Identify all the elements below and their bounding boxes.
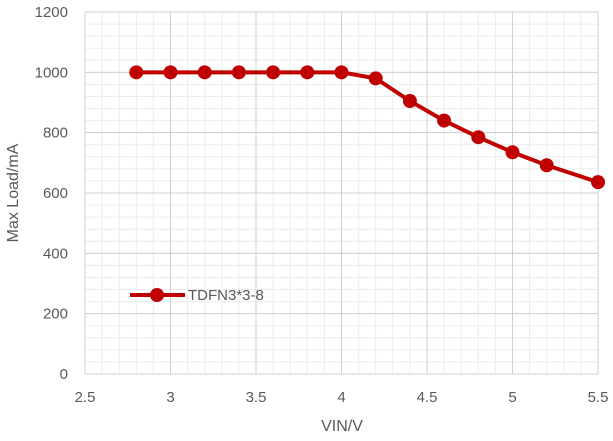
- x-tick-label: 4.5: [417, 389, 438, 406]
- y-axis-tick-labels: 0 200 400 600 800 1000 1200: [35, 4, 68, 383]
- y-tick-label: 800: [43, 125, 68, 142]
- data-point: [591, 175, 605, 190]
- x-tick-label: 5.5: [588, 389, 609, 406]
- y-tick-label: 0: [60, 366, 68, 383]
- y-tick-label: 600: [43, 185, 68, 202]
- y-axis-title: Max Load/mA: [5, 143, 22, 242]
- data-point: [231, 65, 246, 80]
- y-tick-label: 1000: [35, 64, 68, 81]
- series-line: [136, 70, 599, 185]
- x-tick-label: 5: [508, 389, 516, 406]
- data-point: [334, 65, 349, 80]
- data-point: [368, 71, 383, 86]
- data-point: [129, 65, 144, 80]
- legend: TDFN3*3-8: [130, 287, 264, 304]
- data-point: [505, 145, 520, 160]
- data-point: [471, 130, 486, 145]
- legend-series-marker: [150, 288, 164, 302]
- data-point: [163, 65, 178, 80]
- data-point: [437, 113, 452, 128]
- x-tick-label: 4: [337, 389, 345, 406]
- data-point: [300, 65, 315, 80]
- x-axis-tick-labels: 2.5 3 3.5 4 4.5 5 5.5: [75, 389, 609, 406]
- x-tick-label: 2.5: [75, 389, 96, 406]
- data-point: [266, 65, 281, 80]
- legend-series-label: TDFN3*3-8: [188, 287, 264, 304]
- data-point: [197, 65, 212, 80]
- data-point: [539, 158, 554, 173]
- y-tick-label: 1200: [35, 4, 68, 21]
- x-axis-title: VIN/V: [321, 418, 363, 435]
- data-point: [402, 93, 417, 108]
- y-tick-label: 400: [43, 245, 68, 262]
- x-tick-label: 3.5: [246, 389, 267, 406]
- x-tick-label: 3: [166, 389, 174, 406]
- y-tick-label: 200: [43, 306, 68, 323]
- series-layer: [129, 65, 605, 190]
